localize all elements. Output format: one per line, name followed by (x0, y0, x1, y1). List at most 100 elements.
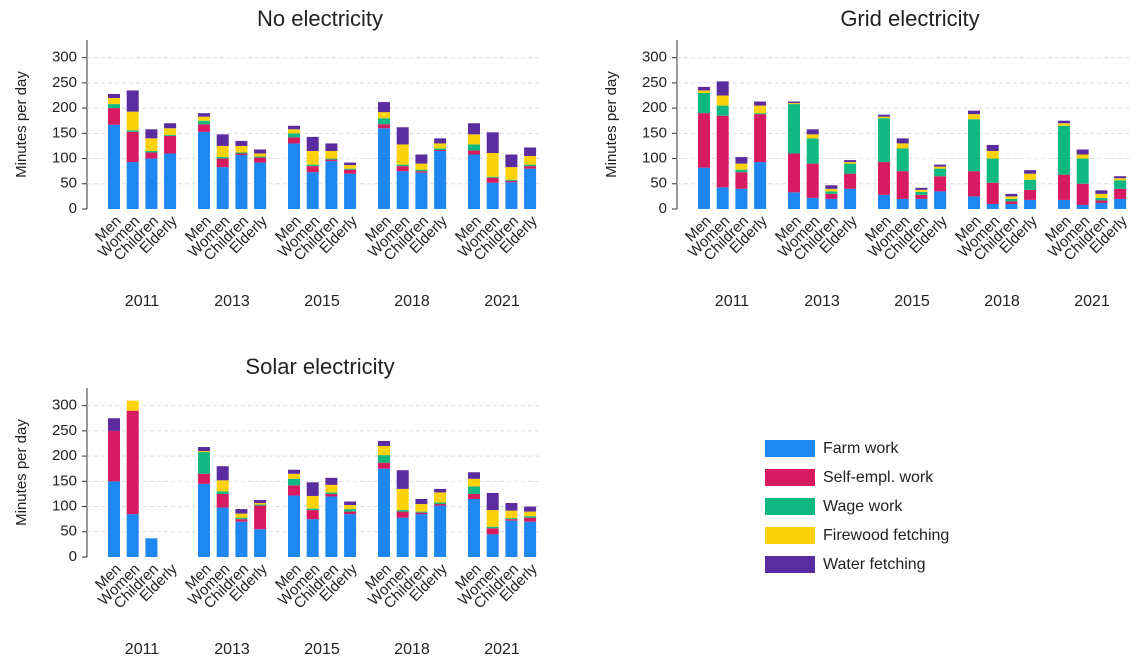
bar-segment (1114, 188, 1127, 199)
group-label: 2013 (804, 293, 840, 310)
bar-segment (434, 143, 447, 149)
bar-segment (468, 134, 480, 145)
bar-segment (126, 410, 139, 515)
bar-segment (108, 108, 120, 125)
bar-segment (396, 470, 409, 489)
bar-segment (415, 172, 428, 209)
bar-segment (108, 124, 120, 209)
chart-title: Grid electricity (840, 6, 979, 31)
bar-segment (164, 135, 177, 154)
y-tick-label: 200 (52, 447, 77, 464)
legend-label: Self-empl. work (823, 469, 934, 486)
legend-label: Wage work (823, 498, 903, 515)
bar-segment (1095, 193, 1108, 198)
bar-segment (325, 477, 338, 485)
y-tick-label: 250 (642, 74, 667, 91)
bar-segment (198, 452, 210, 474)
bar-segment (825, 188, 838, 192)
bar-segment (825, 193, 838, 199)
bar-segment (378, 446, 390, 456)
group-label: 2013 (214, 293, 250, 310)
bar-segment (486, 182, 499, 209)
bar-segment (288, 495, 300, 557)
bar-segment (254, 149, 267, 154)
bar-segment (216, 507, 229, 557)
bar-segment (468, 123, 480, 135)
bar-segment (524, 156, 537, 165)
group-label: 2018 (394, 293, 430, 310)
bar-segment (235, 153, 248, 156)
bar-segment (698, 167, 710, 209)
bar-segment (844, 163, 857, 174)
bar-segment (486, 153, 499, 177)
bar-segment (735, 157, 748, 164)
bar-segment (378, 128, 390, 209)
bar-segment (344, 511, 357, 515)
bar-segment (344, 509, 357, 512)
y-tick-label: 50 (60, 523, 77, 540)
bar-segment (198, 120, 210, 125)
bar-segment (288, 485, 300, 496)
y-tick-label: 300 (52, 49, 77, 66)
bar-segment (716, 95, 729, 106)
bar-segment (434, 505, 447, 557)
y-tick-label: 250 (52, 422, 77, 439)
legend-swatch (765, 469, 815, 486)
bar-segment (434, 492, 447, 503)
bar-segment (934, 176, 947, 192)
bar-segment (325, 143, 338, 151)
bar-segment (505, 520, 518, 557)
y-tick-label: 0 (69, 200, 77, 217)
y-tick-label: 250 (52, 74, 77, 91)
bar-segment (415, 504, 428, 512)
bar-segment (254, 499, 267, 504)
bar-segment (844, 173, 857, 189)
legend-swatch (765, 527, 815, 544)
legend-label: Water fetching (823, 556, 926, 573)
bar-segment (468, 493, 480, 499)
bar-segment (968, 119, 980, 172)
bar-segment (915, 198, 928, 209)
bar-segment (235, 517, 248, 520)
bar-segment (968, 110, 980, 115)
bar-segment (754, 162, 767, 209)
bar-segment (878, 114, 890, 117)
bar-segment (344, 505, 357, 510)
bar-segment (896, 198, 909, 209)
bar-segment (344, 169, 357, 174)
y-tick-label: 100 (52, 498, 77, 515)
bar-segment (986, 144, 999, 151)
bar-segment (806, 129, 819, 135)
bar-segment (145, 129, 158, 139)
bar-segment (126, 90, 139, 112)
bar-segment (378, 102, 390, 113)
bar-segment (325, 484, 338, 493)
bar-segment (235, 152, 248, 154)
bar-segment (844, 162, 857, 164)
bar-segment (164, 153, 177, 209)
bar-segment (288, 129, 300, 134)
bar-segment (716, 187, 729, 209)
bar-segment (716, 105, 729, 116)
bar-segment (378, 118, 390, 125)
bar-segment (415, 154, 428, 164)
bar-segment (968, 171, 980, 197)
bar-segment (198, 116, 210, 121)
bar-segment (415, 171, 428, 173)
bar-segment (468, 154, 480, 209)
group-label: 2021 (1074, 293, 1110, 310)
bar-segment (486, 176, 499, 178)
y-tick-label: 300 (52, 397, 77, 414)
bar-segment (505, 180, 518, 183)
bar-segment (378, 112, 390, 119)
bar-segment (806, 134, 819, 139)
bar-segment (968, 196, 980, 209)
bar-segment (325, 159, 338, 162)
bar-segment (524, 166, 537, 169)
bar-segment (1024, 170, 1037, 174)
bar-segment (735, 172, 748, 189)
bar-segment (396, 488, 409, 511)
bar-segment (468, 150, 480, 155)
y-axis-label: Minutes per day (13, 419, 30, 526)
bar-segment (126, 130, 139, 132)
